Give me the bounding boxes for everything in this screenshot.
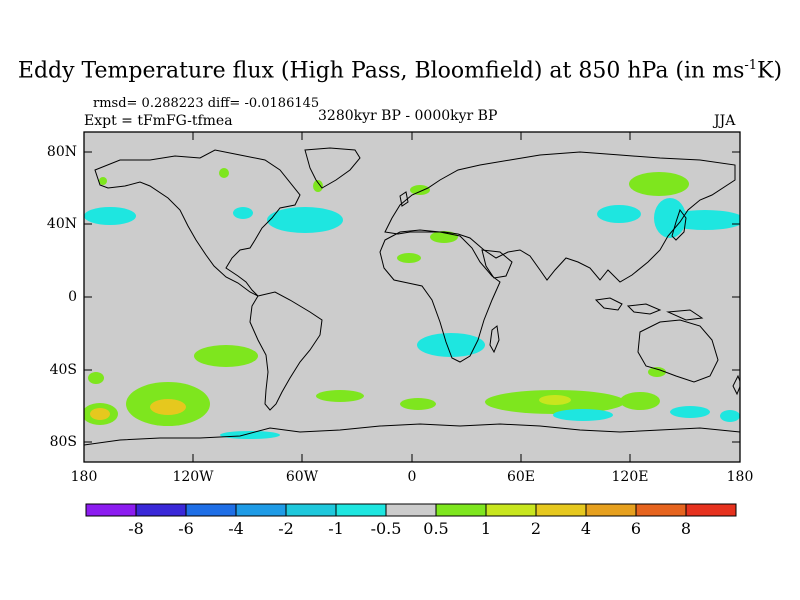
stats-line: rmsd= 0.288223 diff= -0.0186145 (93, 96, 320, 111)
colorbar-box (485, 503, 537, 517)
colorbar-label: -2 (278, 519, 294, 538)
colorbar-box (385, 503, 437, 517)
colorbar-label: -1 (328, 519, 344, 538)
colorbar-box (185, 503, 237, 517)
colorbar-box (685, 503, 737, 517)
period-label: 3280kyr BP - 0000kyr BP (318, 108, 498, 124)
xtick-label: 60E (506, 469, 536, 485)
colorbar-label: 1 (480, 519, 492, 538)
ytick-label: 80N (46, 144, 77, 160)
colorbar-label: 2 (530, 519, 542, 538)
colorbar-box (635, 503, 687, 517)
xtick-label: 180 (70, 469, 98, 485)
xtick-label: 180 (726, 469, 754, 485)
colorbar-label: -0.5 (370, 519, 402, 538)
colorbar-label: 8 (680, 519, 692, 538)
coastlines (84, 147, 740, 446)
map-title: Eddy Temperature flux (High Pass, Bloomf… (17, 58, 783, 84)
ytick-label: 0 (68, 289, 77, 305)
negative-anomaly-regions (84, 198, 740, 439)
ytick-label: 40N (46, 216, 77, 232)
xtick-label: 120E (611, 469, 649, 485)
colorbar-label: 6 (630, 519, 642, 538)
axis-ticks (84, 132, 740, 462)
colorbar-box (585, 503, 637, 517)
colorbar-box (135, 503, 187, 517)
strong-positive-cores (90, 395, 571, 420)
colorbar-box (335, 503, 387, 517)
xtick-label: 60W (285, 469, 319, 485)
colorbar-label: 0.5 (423, 519, 449, 538)
colorbar-label: -6 (178, 519, 194, 538)
colorbar-label: -4 (228, 519, 244, 538)
colorbar-box (435, 503, 487, 517)
colorbar-box (535, 503, 587, 517)
ytick-label: 80S (49, 434, 77, 450)
colorbar-label: 4 (580, 519, 592, 538)
experiment-label: Expt = tFmFG-tfmea (84, 113, 233, 129)
xtick-label: 0 (407, 469, 417, 485)
colorbar-box (235, 503, 287, 517)
xtick-label: 120W (172, 469, 214, 485)
ytick-label: 40S (49, 362, 77, 378)
colorbar-box (285, 503, 337, 517)
season-label: JJA (714, 113, 736, 129)
colorbar-label: -8 (128, 519, 144, 538)
colorbar-box (85, 503, 137, 517)
colorbar (85, 503, 737, 517)
